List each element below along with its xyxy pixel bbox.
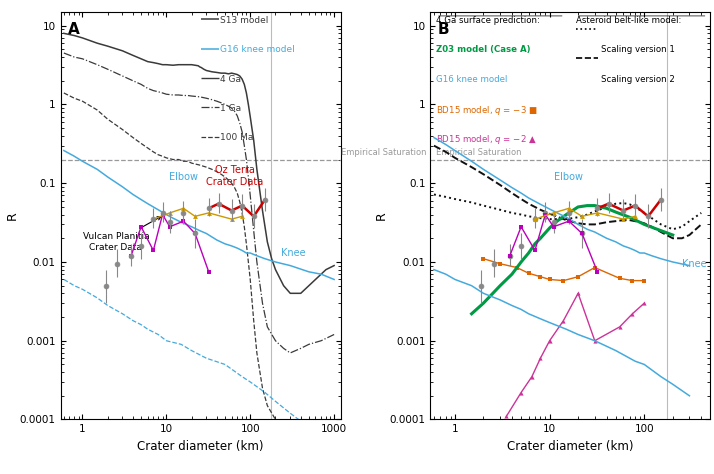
Text: BD15 model, $q$ = $-$2 ▲: BD15 model, $q$ = $-$2 ▲: [436, 133, 537, 146]
Text: 100 Ma: 100 Ma: [221, 133, 253, 142]
Text: Scaling version 1: Scaling version 1: [601, 46, 675, 55]
Text: S13 model: S13 model: [221, 16, 268, 25]
Text: G16 knee model: G16 knee model: [221, 46, 295, 55]
Text: Elbow: Elbow: [555, 172, 583, 182]
X-axis label: Crater diameter (km): Crater diameter (km): [507, 440, 633, 453]
Text: BD15 model, $q$ = $-$3 ■: BD15 model, $q$ = $-$3 ■: [436, 104, 538, 117]
Text: Knee: Knee: [281, 248, 305, 258]
Y-axis label: R: R: [6, 211, 19, 220]
X-axis label: Crater diameter (km): Crater diameter (km): [138, 440, 264, 453]
Text: Empirical Saturation: Empirical Saturation: [436, 147, 521, 156]
Text: Elbow: Elbow: [169, 172, 198, 182]
Text: Scaling version 2: Scaling version 2: [601, 74, 675, 83]
Y-axis label: R: R: [375, 211, 388, 220]
Text: Oz Terra
Crater Data: Oz Terra Crater Data: [206, 165, 263, 187]
Text: Empirical Saturation: Empirical Saturation: [341, 147, 426, 156]
Text: B: B: [438, 22, 449, 37]
Text: G16 knee model: G16 knee model: [436, 74, 508, 83]
Text: Vulcan Planitia
Crater Data: Vulcan Planitia Crater Data: [83, 217, 161, 252]
Text: 4 Ga surface prediction:: 4 Ga surface prediction:: [436, 16, 540, 25]
Text: 4 Ga: 4 Ga: [221, 74, 241, 83]
Text: Asteroid belt-like model:: Asteroid belt-like model:: [576, 16, 681, 25]
Text: A: A: [68, 22, 79, 37]
Text: 1 Ga: 1 Ga: [221, 104, 241, 113]
Text: Z03 model (Case A): Z03 model (Case A): [436, 46, 531, 55]
Text: Knee: Knee: [682, 259, 707, 269]
